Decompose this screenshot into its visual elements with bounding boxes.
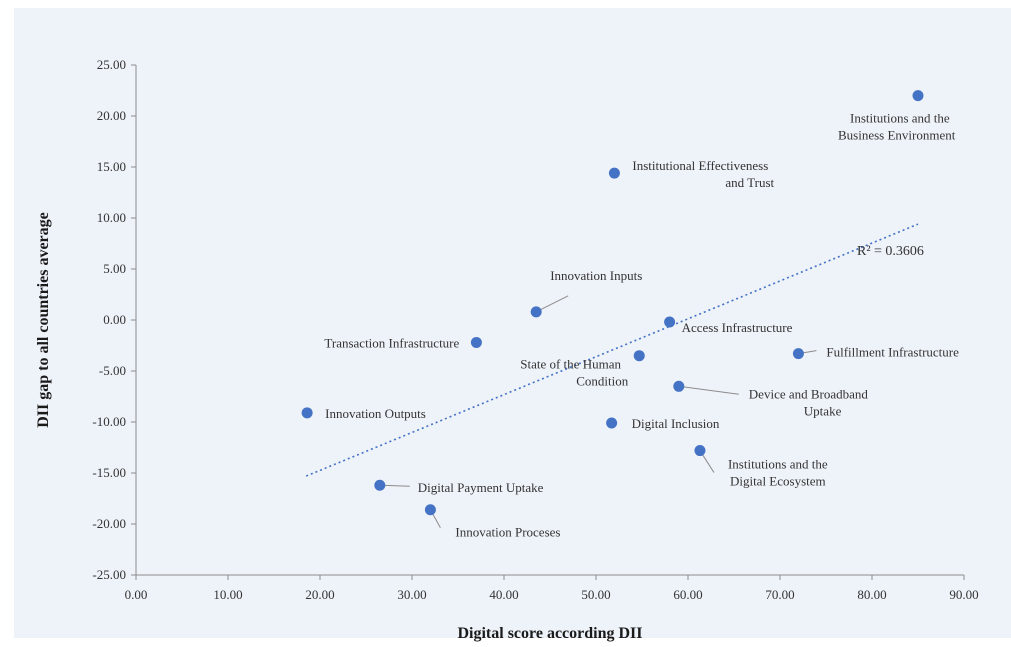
point-label-line: Access Infrastructure (682, 320, 793, 335)
point-label-line: Digital Inclusion (632, 416, 720, 431)
point-label: Device and Broadband Uptake (749, 386, 869, 418)
point-label: Access Infrastructure (682, 320, 793, 335)
data-point (912, 90, 924, 102)
point-label: Institutions and the Digital Ecosystem (728, 457, 828, 489)
x-tick-label: 20.00 (305, 587, 334, 602)
y-tick-label: 25.00 (97, 57, 126, 72)
point-label: Innovation Outputs (325, 406, 426, 421)
point-label-line: Innovation Inputs (550, 268, 642, 283)
point-label-line: Digital Ecosystem (730, 474, 826, 489)
trendline (305, 223, 919, 477)
data-point (530, 306, 542, 318)
r-squared-label: R² = 0.3606 (857, 244, 924, 259)
point-label-line: Digital Payment Uptake (418, 480, 544, 495)
x-tick-label: 40.00 (489, 587, 518, 602)
point-label-line: Device and Broadband (749, 386, 869, 401)
data-point (792, 348, 804, 360)
y-tick-label: 5.00 (103, 261, 126, 276)
y-tick-label: -10.00 (92, 414, 126, 429)
point-label-line: Innovation Proceses (455, 525, 560, 540)
y-tick-label: 0.00 (103, 312, 126, 327)
x-tick-label: 30.00 (397, 587, 426, 602)
x-tick-label: 70.00 (765, 587, 794, 602)
data-point (673, 380, 685, 392)
point-label-line: State of the Human (520, 357, 621, 372)
point-label: Innovation Proceses (455, 525, 560, 540)
point-label-line: Condition (576, 374, 629, 389)
y-tick-label: -20.00 (92, 516, 126, 531)
y-tick-label: 10.00 (97, 210, 126, 225)
data-point (608, 167, 620, 179)
point-label-line: Institutions and the (728, 457, 828, 472)
point-label: Digital Inclusion (632, 416, 720, 431)
y-tick-label: 20.00 (97, 108, 126, 123)
point-label-line: Fulfillment Infrastructure (826, 345, 959, 360)
chart-background (14, 8, 1011, 638)
point-label-line: Institutional Effectiveness (632, 158, 768, 173)
point-label-line: Innovation Outputs (325, 406, 426, 421)
data-point (301, 407, 313, 419)
data-point (694, 445, 706, 457)
leader-line (535, 295, 569, 313)
y-tick-label: 15.00 (97, 159, 126, 174)
data-point (424, 504, 436, 516)
data-point (470, 336, 482, 348)
y-tick-label: -25.00 (92, 567, 126, 582)
data-point (374, 479, 386, 491)
point-labels-layer: Institutions and the Business Environment… (324, 111, 959, 540)
point-label: Transaction Infrastructure (324, 335, 459, 350)
data-point (606, 417, 618, 429)
point-label: Institutional Effectiveness and Trust (632, 158, 774, 190)
x-tick-label: 0.00 (125, 587, 148, 602)
points-layer (301, 90, 924, 516)
point-label-line: Transaction Infrastructure (324, 335, 459, 350)
x-tick-label: 80.00 (857, 587, 886, 602)
point-label: State of the Human Condition (520, 357, 629, 389)
point-label-line: Institutions and the (850, 111, 950, 126)
x-axis-title: Digital score according DII (457, 625, 642, 642)
x-tick-label: 90.00 (949, 587, 978, 602)
trendline-layer (305, 223, 919, 477)
y-tick-label: -15.00 (92, 465, 126, 480)
y-tick-label: -5.00 (99, 363, 126, 378)
x-tick-label: 60.00 (673, 587, 702, 602)
y-axis-title: DII gap to all countries average (35, 212, 52, 428)
point-label: Digital Payment Uptake (418, 480, 544, 495)
data-point (664, 316, 676, 328)
axes-layer: 25.00 20.00 15.00 10.00 5.00 0.00 -5.00 -10.00 -… (92, 57, 978, 602)
data-point (633, 350, 645, 362)
point-label-line: and Trust (725, 175, 774, 190)
x-tick-label: 50.00 (581, 587, 610, 602)
x-tick-label: 10.00 (213, 587, 242, 602)
point-label: Innovation Inputs (550, 268, 642, 283)
point-label: Fulfillment Infrastructure (826, 345, 959, 360)
leader-line (678, 385, 739, 395)
point-label-line: Uptake (804, 403, 842, 418)
point-label: Institutions and the Business Environment (838, 111, 956, 143)
point-label-line: Business Environment (838, 128, 956, 143)
